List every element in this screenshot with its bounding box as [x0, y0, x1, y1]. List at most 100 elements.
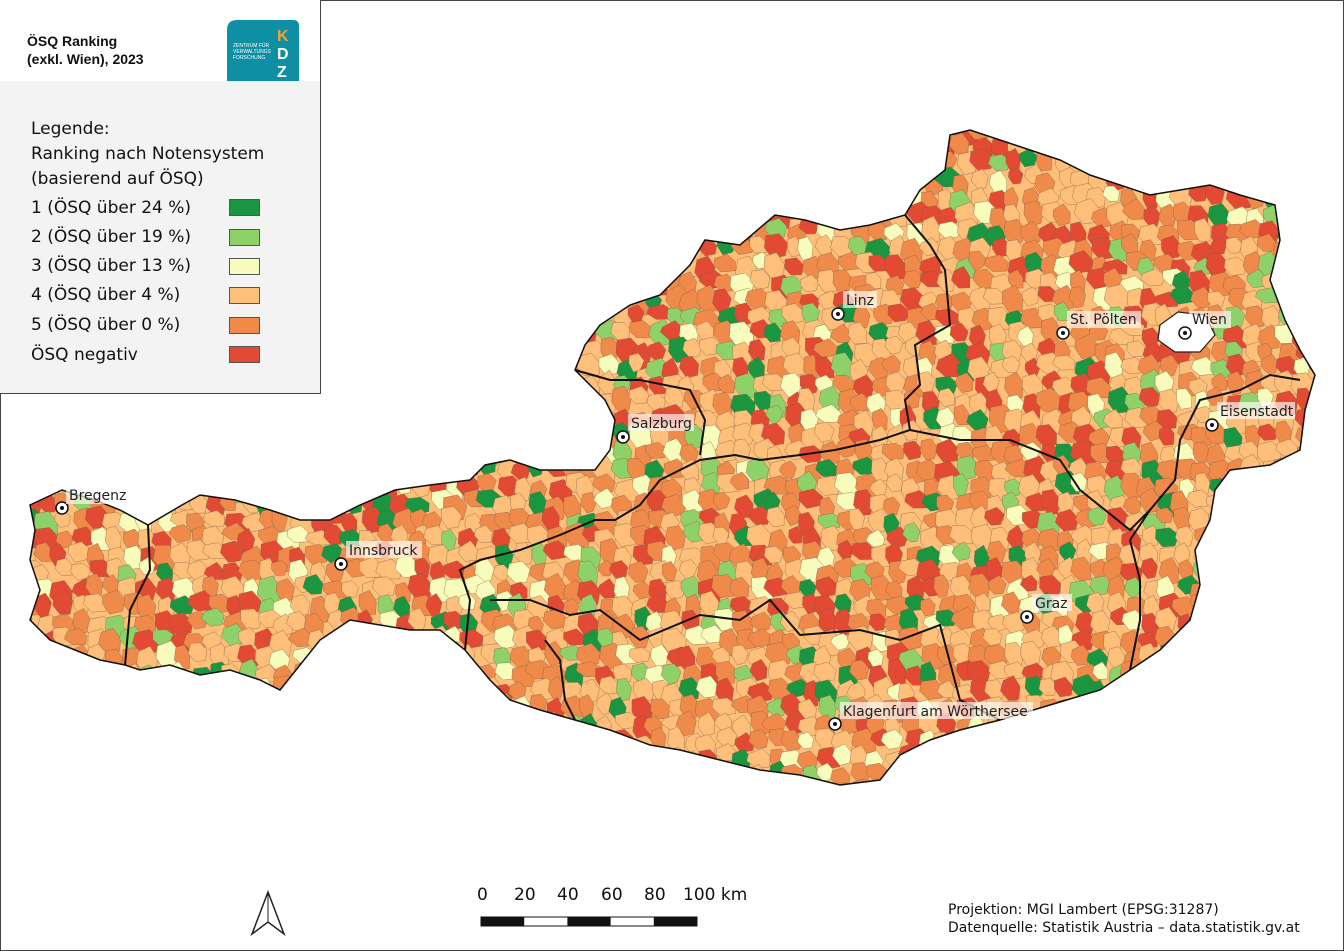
municipality-polygon: [1054, 676, 1073, 698]
municipality-polygon: [1313, 661, 1315, 678]
municipality-polygon: [734, 203, 752, 227]
municipality-polygon: [393, 714, 418, 738]
city-wien[interactable]: Wien: [1178, 311, 1231, 340]
municipality-polygon: [30, 665, 38, 687]
municipality-polygon: [47, 395, 67, 413]
city-linz[interactable]: Linz: [831, 291, 877, 321]
city-salzburg[interactable]: Salzburg: [616, 414, 694, 444]
municipality-polygon: [762, 373, 786, 392]
city-eisenstadt[interactable]: Eisenstadt: [1205, 402, 1295, 432]
city-st-poelten[interactable]: St. Pölten: [1056, 311, 1141, 340]
municipality-polygon: [358, 715, 380, 736]
municipality-polygon: [187, 455, 205, 475]
municipality-polygon: [1004, 371, 1024, 400]
municipality-polygon: [547, 444, 569, 471]
municipality-polygon: [1243, 530, 1267, 555]
municipality-polygon: [1143, 204, 1161, 227]
municipality-polygon: [1243, 782, 1262, 785]
municipality-polygon: [1107, 726, 1131, 749]
municipality-polygon: [323, 130, 343, 147]
municipality-polygon: [1312, 731, 1315, 752]
municipality-polygon: [882, 130, 909, 139]
municipality-polygon: [662, 561, 677, 582]
municipality-polygon: [288, 681, 312, 703]
municipality-polygon: [716, 782, 742, 785]
municipality-polygon: [834, 182, 852, 207]
municipality-polygon: [528, 221, 545, 248]
municipality-polygon: [549, 301, 572, 330]
municipality-polygon: [1021, 286, 1040, 307]
municipality-polygon: [343, 154, 369, 178]
municipality-polygon: [325, 698, 347, 722]
municipality-polygon: [378, 168, 400, 188]
municipality-polygon: [1177, 130, 1204, 143]
municipality-polygon: [461, 407, 486, 433]
municipality-polygon: [447, 130, 470, 143]
municipality-polygon: [1004, 661, 1026, 681]
municipality-polygon: [1274, 505, 1291, 522]
municipality-polygon: [497, 728, 518, 753]
city-klagenfurt[interactable]: Klagenfurt am Wörthersee: [828, 702, 1033, 731]
municipality-polygon: [1305, 679, 1315, 697]
municipality-polygon: [374, 183, 401, 210]
municipality-polygon: [389, 692, 410, 719]
municipality-polygon: [203, 679, 222, 700]
municipality-polygon: [38, 780, 60, 785]
municipality-polygon: [360, 184, 383, 205]
municipality-polygon: [1008, 167, 1024, 185]
legend-subheading-2: (basierend auf ÖSQ): [31, 169, 204, 189]
municipality-polygon: [564, 522, 590, 549]
municipality-polygon: [1244, 150, 1267, 176]
municipality-polygon: [1107, 696, 1129, 723]
municipality-polygon: [1052, 355, 1076, 371]
municipality-polygon: [428, 679, 451, 705]
municipality-polygon: [327, 440, 352, 457]
municipality-polygon: [1260, 353, 1279, 374]
municipality-polygon: [243, 760, 265, 782]
municipality-polygon: [1189, 613, 1211, 634]
municipality-polygon: [542, 322, 568, 344]
municipality-polygon: [377, 138, 396, 164]
municipality-polygon: [1313, 320, 1315, 340]
municipality-polygon: [1212, 784, 1228, 785]
city-graz[interactable]: Graz: [1020, 594, 1072, 624]
municipality-polygon: [867, 130, 893, 140]
municipality-polygon: [304, 409, 323, 432]
municipality-polygon: [1087, 132, 1105, 159]
municipality-polygon: [1188, 726, 1206, 749]
municipality-polygon: [461, 150, 486, 174]
municipality-polygon: [1122, 134, 1143, 159]
municipality-polygon: [1211, 372, 1228, 392]
municipality-polygon: [734, 130, 758, 138]
municipality-polygon: [631, 778, 653, 785]
municipality-polygon: [1126, 767, 1143, 785]
municipality-polygon: [319, 733, 343, 761]
municipality-polygon: [933, 574, 950, 598]
city-innsbruck[interactable]: Innsbruck: [334, 541, 422, 571]
municipality-polygon: [150, 665, 174, 693]
municipality-polygon: [1038, 677, 1058, 696]
municipality-polygon: [457, 218, 475, 239]
municipality-polygon: [234, 751, 255, 773]
municipality-polygon: [1229, 748, 1250, 768]
municipality-polygon: [47, 440, 70, 470]
municipality-polygon: [338, 729, 359, 750]
municipality-polygon: [684, 166, 704, 190]
municipality-polygon: [579, 425, 605, 451]
municipality-polygon: [464, 239, 481, 262]
municipality-polygon: [1312, 439, 1315, 461]
municipality-polygon: [168, 695, 192, 719]
municipality-polygon: [290, 594, 310, 617]
municipality-polygon: [1306, 557, 1315, 578]
municipality-polygon: [527, 130, 550, 140]
municipality-polygon: [101, 511, 127, 534]
municipality-polygon: [339, 257, 366, 281]
municipality-polygon: [1207, 202, 1230, 227]
municipality-polygon: [1228, 665, 1245, 688]
city-bregenz[interactable]: Bregenz: [55, 487, 130, 515]
municipality-polygon: [427, 423, 450, 447]
municipality-polygon: [338, 425, 362, 455]
municipality-polygon: [378, 306, 395, 326]
municipality-polygon: [136, 698, 160, 723]
municipality-polygon: [982, 628, 1003, 646]
